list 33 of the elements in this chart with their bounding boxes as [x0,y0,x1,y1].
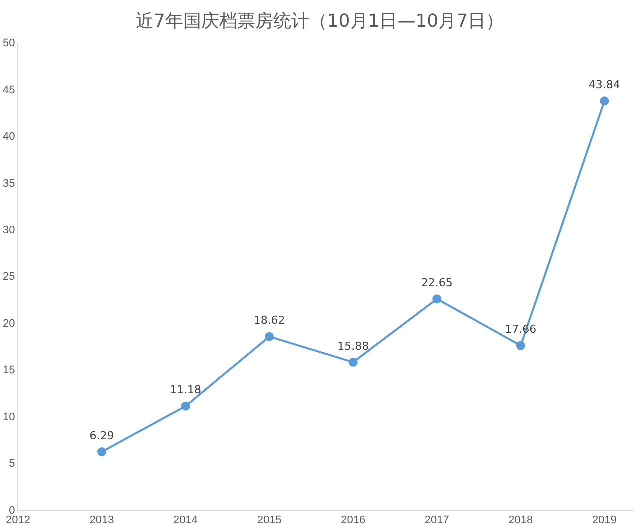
x-tick-label: 2014 [174,514,198,526]
y-tick-label: 30 [2,224,16,237]
point [600,96,610,106]
x-tick-label: 2018 [508,514,534,526]
data-label: 22.65 [421,276,453,290]
point [181,402,190,411]
x-tick-label: 2017 [424,514,450,526]
y-tick-label: 0 [9,504,16,517]
x-tick-label: 2016 [341,514,366,526]
y-tick-label: 50 [2,38,16,50]
data-label: 6.29 [90,429,114,442]
y-tick-label: 45 [2,84,16,96]
x-tick-label: 2013 [90,514,114,526]
point [265,332,274,342]
x-tick-label: 2019 [592,514,617,526]
x-tick-label: 2015 [257,514,282,526]
point [98,448,107,457]
y-tick-label: 15 [2,364,16,377]
data-label: 18.62 [254,314,286,328]
chart-title: 近7年国庆档票房统计（10月1日—10月7日） [134,10,506,34]
point [516,341,526,350]
y-tick-label: 25 [2,271,16,284]
data-label: 43.84 [588,78,620,92]
point [348,358,358,367]
y-tick-label: 10 [2,411,16,424]
y-tick-label: 20 [2,318,16,330]
data-label: 15.88 [338,340,370,353]
data-label: 11.18 [170,384,202,397]
y-tick-label: 35 [2,178,16,190]
y-tick-label: 5 [9,458,16,470]
y-tick-label: 40 [2,131,16,144]
x-tick-label: 2012 [6,514,30,526]
point [432,294,442,304]
